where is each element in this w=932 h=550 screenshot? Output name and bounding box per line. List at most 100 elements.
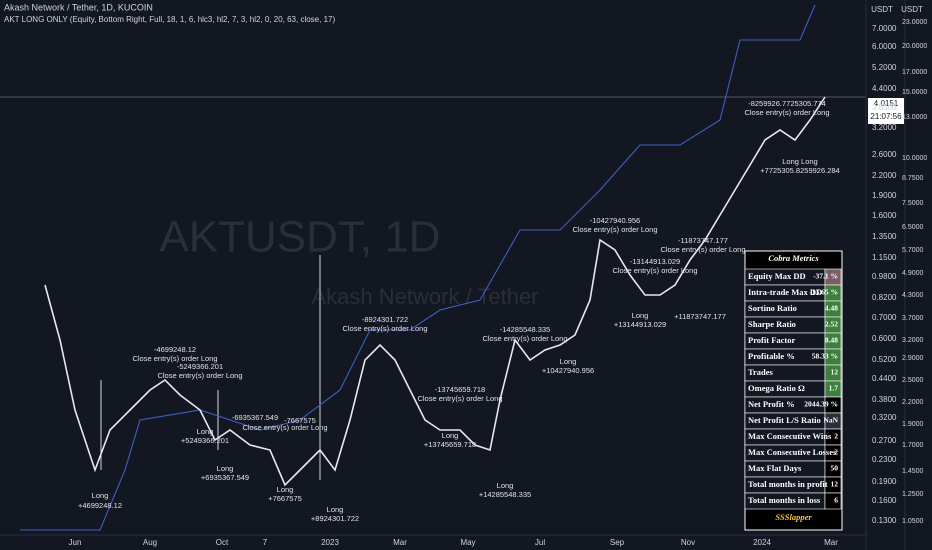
time-label: 2024: [753, 538, 771, 547]
metric-value: 2: [834, 432, 838, 441]
metric-value: 2044.39 %: [804, 400, 838, 409]
left-axis-label: 0.9800: [872, 272, 897, 281]
left-axis-label: 0.3800: [872, 395, 897, 404]
trade-annotation: Close entry(s) order Long: [612, 266, 697, 275]
trade-annotation: -7667575: [284, 416, 316, 425]
trade-annotation: Long: [442, 431, 459, 440]
trade-annotation: -4699248.12: [154, 345, 196, 354]
metric-label: Trades: [748, 367, 774, 377]
time-label: Mar: [824, 538, 838, 547]
metric-value: 58.33 %: [812, 352, 838, 361]
time-label: Oct: [216, 538, 229, 547]
metric-value: 12: [831, 368, 839, 377]
metric-value-cell: [824, 492, 842, 510]
left-axis-label: 1.9000: [872, 191, 897, 200]
metric-value: -37.1 %: [813, 272, 838, 281]
symbol-title: Akash Network / Tether, 1D, KUCOIN: [4, 2, 153, 12]
left-axis-label: 5.2000: [872, 63, 897, 72]
right-axis-label: 23.0000: [902, 19, 927, 26]
trade-annotation: Long: [327, 505, 344, 514]
metric-value: 2.52: [825, 320, 838, 329]
right-axis-label: 7.5000: [902, 200, 924, 207]
trade-annotation: Long: [277, 485, 294, 494]
trade-annotation: -8924301.722: [362, 315, 408, 324]
price-tag: [868, 98, 904, 124]
unit: USDT: [871, 5, 893, 14]
metric-value: 12: [831, 480, 839, 489]
left-axis-label: 2.6000: [872, 150, 897, 159]
left-axis-label: 1.1500: [872, 253, 897, 262]
metric-value: 4.48: [825, 304, 838, 313]
time-label: Jun: [69, 538, 82, 547]
right-axis-label: 8.7500: [902, 175, 924, 182]
right-axis-label: 6.5000: [902, 224, 924, 231]
trade-annotation: -14285548.335: [500, 325, 550, 334]
left-axis-label: 1.6000: [872, 211, 897, 220]
trade-annotation: -6935367.549: [232, 413, 278, 422]
price: 4.0151: [874, 99, 899, 108]
metric-value: 1.7: [829, 384, 839, 393]
trade-annotation: Long: [560, 357, 577, 366]
left-axis-label: 0.2700: [872, 436, 897, 445]
trade-annotation: Long: [497, 481, 514, 490]
equity-line: [20, 4, 816, 531]
metric-label: Net Profit L/S Ratio: [748, 415, 821, 425]
left-axis-label: 0.4400: [872, 374, 897, 383]
trade-annotation: Close entry(s) order Long: [157, 371, 242, 380]
right-axis-label: 4.3000: [902, 292, 924, 299]
right-axis-label: 10.0000: [902, 155, 927, 162]
metric-label: Profit Factor: [748, 335, 796, 345]
metric-value: NaN: [823, 416, 838, 425]
left-axis-label: 0.2300: [872, 455, 897, 464]
trade-annotation: +8924301.722: [311, 514, 359, 523]
left-axis-label: 0.5200: [872, 355, 897, 364]
trade-annotation: Long: [632, 311, 649, 320]
metric-label: Profitable %: [748, 351, 795, 361]
metric-value: 8.48: [825, 336, 838, 345]
left-axis-label: 7.0000: [872, 24, 897, 33]
countdown: 21:07:56: [870, 112, 902, 121]
trade-annotation: -13745659.718: [435, 385, 485, 394]
right-axis-label: 20.0000: [902, 43, 927, 50]
right-axis-label: 1.0500: [902, 518, 924, 525]
metric-label: Max Consecutive Wins: [748, 431, 832, 441]
left-axis-label: 3.2000: [872, 123, 897, 132]
time-label: May: [460, 538, 475, 547]
trade-annotation: +7725305.8259926.284: [760, 166, 839, 175]
right-axis-label: 1.4500: [902, 468, 924, 475]
time-label: Jul: [535, 538, 545, 547]
metrics-title: Cobra Metrics: [768, 253, 819, 263]
trade-annotation: -13144913.029: [630, 257, 680, 266]
trade-annotation: +5249366.201: [181, 436, 229, 445]
left-axis-label: 2.2000: [872, 171, 897, 180]
trade-annotation: Long: [217, 464, 234, 473]
trade-annotation: Close entry(s) order Long: [132, 354, 217, 363]
trade-annotation: -10427940.956: [590, 216, 640, 225]
metric-label: Max Consecutive Losses: [748, 447, 837, 457]
left-axis-label: 4.4000: [872, 84, 897, 93]
time-label: Mar: [393, 538, 407, 547]
time-label: 7: [263, 538, 268, 547]
left-axis-label: 3.8000: [872, 103, 897, 112]
trade-annotation: Long Long: [782, 157, 817, 166]
metric-value: -13.65 %: [809, 288, 838, 297]
right-axis-label: 1.2500: [902, 491, 924, 498]
metric-label: Equity Max DD: [748, 271, 806, 281]
price-series: [44, 96, 826, 487]
trade-annotation: +6935367.549: [201, 473, 249, 482]
trade-annotation: +14285548.335: [479, 490, 531, 499]
left-axis-label: 0.8200: [872, 293, 897, 302]
metric-value: 50: [831, 464, 839, 473]
trade-annotation: +4699248.12: [78, 501, 122, 510]
right-axis-label: 2.5000: [902, 377, 924, 384]
trade-annotation: +13745659.718: [424, 440, 476, 449]
left-axis-label: 0.7000: [872, 313, 897, 322]
right-axis-label: 15.0000: [902, 89, 927, 96]
trade-annotation: Long: [197, 427, 214, 436]
right-axis-label: 4.9000: [902, 270, 924, 277]
time-label: Aug: [143, 538, 157, 547]
trade-annotation: Close entry(s) order Long: [417, 394, 502, 403]
metric-label: Intra-trade Max DD: [748, 287, 822, 297]
right-axis-label: 17.0000: [902, 69, 927, 76]
metrics-footer: SSSlapper: [775, 512, 812, 522]
